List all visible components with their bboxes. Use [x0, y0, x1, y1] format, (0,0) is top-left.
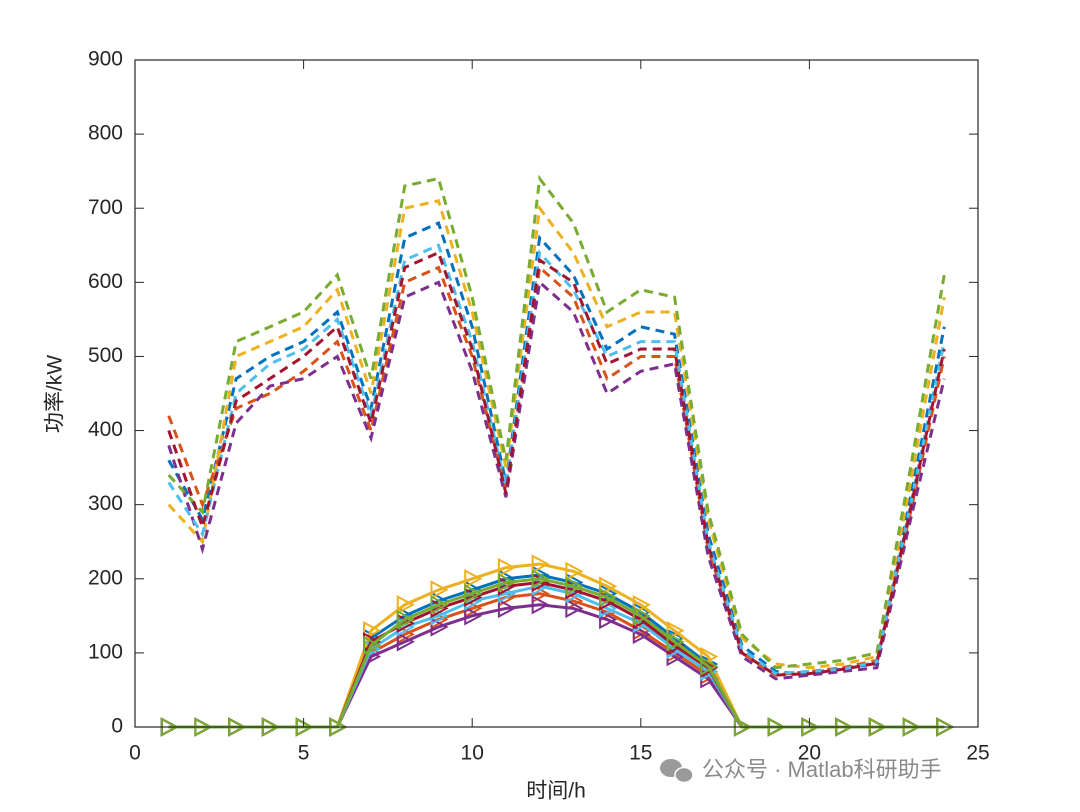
marker: [363, 635, 382, 656]
x-axis-label: 时间/h: [526, 780, 586, 803]
y-tick-label: 600: [88, 270, 123, 293]
marker: [599, 576, 618, 596]
watermark: 公众号 · Matlab科研助手: [702, 757, 942, 782]
x-tick-label: 25: [966, 742, 989, 765]
marker: [430, 617, 449, 637]
marker: [599, 587, 618, 607]
marker: [497, 598, 517, 619]
marker: [430, 595, 449, 615]
marker: [464, 583, 483, 604]
watermark-icon: [660, 759, 694, 784]
marker: [531, 554, 550, 574]
marker: [565, 576, 584, 596]
marker: [632, 624, 651, 645]
marker: [430, 580, 449, 600]
y-tick-label: 300: [88, 492, 123, 515]
y-tick-label: 800: [88, 122, 123, 145]
series-line: [167, 250, 946, 677]
series-line: [167, 264, 946, 677]
y-tick-label: 900: [88, 48, 123, 71]
marker: [565, 561, 584, 582]
marker: [497, 572, 517, 593]
marker: [700, 646, 719, 667]
marker: [531, 595, 550, 615]
series-line: [167, 199, 946, 670]
marker: [464, 606, 483, 626]
marker: [632, 606, 651, 626]
y-axis-label: 功率/kW: [44, 355, 67, 433]
marker: [666, 620, 685, 641]
marker: [396, 632, 415, 652]
marker: [396, 595, 415, 615]
marker: [666, 632, 685, 652]
y-tick-label: 0: [111, 715, 123, 738]
x-tick-label: 10: [461, 742, 484, 765]
x-tick-label: 5: [298, 742, 310, 765]
marker: [464, 569, 483, 589]
marker: [531, 569, 550, 589]
y-tick-label: 400: [88, 418, 123, 441]
marker: [396, 609, 415, 630]
series-line: [167, 279, 946, 681]
y-tick-label: 700: [88, 196, 123, 219]
y-tick-label: 500: [88, 344, 123, 367]
x-tick-label: 20: [798, 742, 821, 765]
y-tick-label: 200: [88, 566, 123, 589]
marker: [599, 609, 618, 630]
marker: [632, 595, 651, 615]
x-tick-label: 15: [629, 742, 652, 765]
marker: [700, 656, 719, 676]
marker: [363, 620, 382, 641]
marker: [565, 598, 584, 619]
series-line: [167, 174, 946, 670]
x-tick-label: 0: [129, 742, 141, 765]
y-tick-label: 100: [88, 640, 123, 663]
axes-box: [134, 59, 979, 728]
marker: [497, 557, 517, 578]
plot-area: 0 5 10 15 20 25 0 100 200 300 400 500 600 700 800 900: [88, 48, 990, 765]
